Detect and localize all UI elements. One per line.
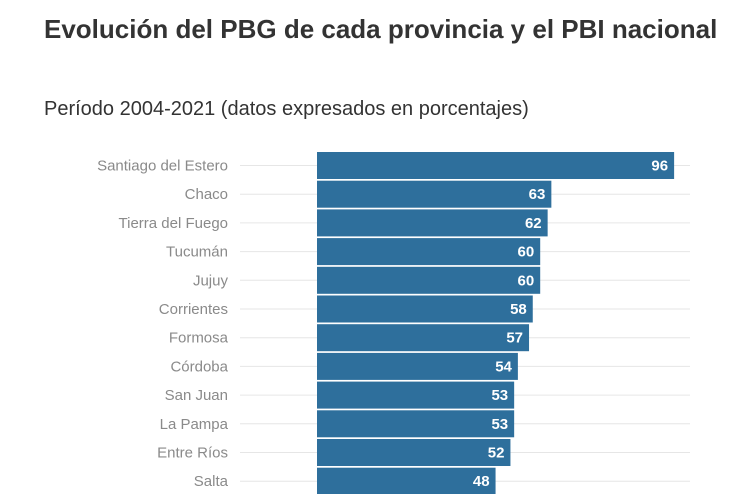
bar <box>317 266 541 294</box>
category-label: La Pampa <box>160 416 229 433</box>
value-label: 48 <box>473 473 490 490</box>
bar <box>317 352 518 380</box>
category-label: Tierra del Fuego <box>119 215 229 232</box>
value-label: 60 <box>518 244 535 261</box>
category-label: Corrientes <box>159 301 228 318</box>
category-label: San Juan <box>165 387 228 404</box>
chart-subtitle: Período 2004-2021 (datos expresados en p… <box>44 98 529 120</box>
category-label: Santiago del Estero <box>97 158 228 175</box>
category-label: Entre Ríos <box>157 445 228 462</box>
bar <box>317 152 675 179</box>
value-label: 58 <box>510 301 527 318</box>
value-label: 60 <box>518 272 535 289</box>
chart-title: Evolución del PBG de cada provincia y el… <box>44 14 718 44</box>
value-label: 62 <box>525 215 542 232</box>
bar <box>317 467 496 494</box>
bar <box>317 209 548 237</box>
value-label: 54 <box>495 358 512 375</box>
bar <box>317 381 515 409</box>
category-label: Chaco <box>185 186 228 203</box>
bar <box>317 439 511 466</box>
bar <box>317 238 541 266</box>
value-label: 96 <box>651 158 668 175</box>
category-label: Salta <box>194 473 229 490</box>
category-label: Formosa <box>169 330 229 347</box>
bar <box>317 324 530 352</box>
bar <box>317 410 515 438</box>
value-label: 52 <box>488 445 505 462</box>
category-label: Córdoba <box>170 358 228 375</box>
value-label: 53 <box>491 416 508 433</box>
bar <box>317 180 552 208</box>
value-label: 53 <box>491 387 508 404</box>
category-label: Tucumán <box>166 244 228 261</box>
bar <box>317 295 533 323</box>
category-label: Jujuy <box>193 272 229 289</box>
value-label: 57 <box>506 330 523 347</box>
value-label: 63 <box>529 186 546 203</box>
